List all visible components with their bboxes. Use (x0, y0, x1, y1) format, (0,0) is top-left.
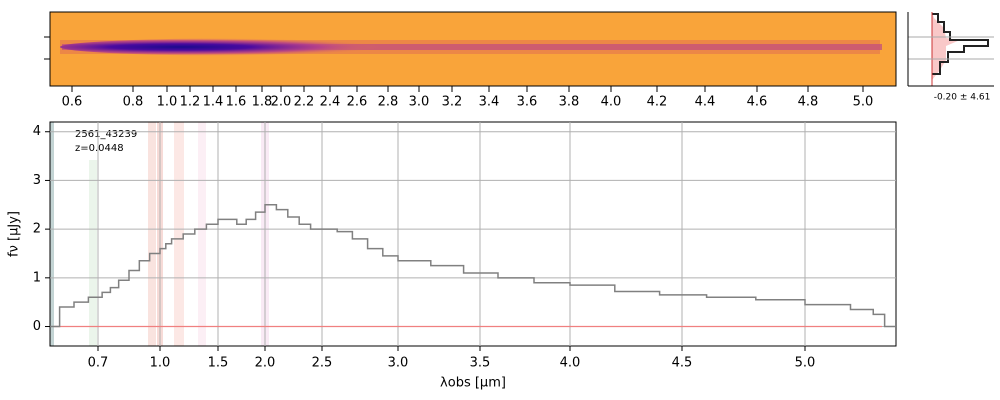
y-axis-label: fν [μJy] (7, 211, 22, 257)
y-tick-label: 2 (33, 222, 41, 237)
x-tick-label: 2.0 (255, 356, 276, 371)
x-tick-label: 3.5 (470, 356, 491, 371)
band (89, 160, 97, 346)
x-tick-label: 2.4 (320, 95, 341, 110)
x-tick-label: 1.0 (150, 356, 171, 371)
x-tick-label: 5.0 (795, 356, 816, 371)
x-tick-label: 4.4 (695, 95, 716, 110)
heatmap-core (62, 44, 882, 50)
x-tick-label: 3.2 (442, 95, 463, 110)
x-tick-label: 0.7 (88, 356, 109, 371)
x-tick-label: 1.2 (180, 95, 201, 110)
x-tick-label: 4.8 (798, 95, 819, 110)
x-tick-label: 1.4 (203, 95, 224, 110)
x-tick-label: 3.8 (559, 95, 580, 110)
x-tick-label: 1.0 (157, 95, 178, 110)
x-tick-label: 5.0 (853, 95, 874, 110)
panel-frame (49, 121, 897, 347)
band (50, 122, 54, 346)
x-tick-label: 0.6 (62, 95, 83, 110)
profile-label: -0.20 ± 4.61 (934, 93, 991, 103)
x-tick-label: 3.4 (479, 95, 500, 110)
profile-panel: -0.20 ± 4.61 (907, 12, 994, 103)
panel-frame (49, 11, 897, 87)
x-tick-label: 3.0 (388, 356, 409, 371)
spectrum-line (50, 204, 896, 328)
x-tick-label: 4.6 (747, 95, 768, 110)
band (148, 122, 156, 346)
x-tick-label: 2.8 (378, 95, 399, 110)
x-tick-label: 4.0 (601, 95, 622, 110)
profile-line (932, 13, 989, 75)
x-tick-label: 2.2 (294, 95, 315, 110)
y-tick-label: 4 (33, 124, 41, 139)
x-tick-label: 4.2 (647, 95, 668, 110)
heatmap-peak (60, 38, 460, 56)
x-tick-label: 1.8 (252, 95, 273, 110)
y-tick-label: 3 (33, 173, 41, 188)
x-axis-label: λobs [μm] (440, 376, 506, 391)
x-tick-label: 4.5 (672, 356, 693, 371)
x-tick-label: 2.6 (347, 95, 368, 110)
x-tick-label: 3.0 (409, 95, 430, 110)
x-tick-label: 2.0 (271, 95, 292, 110)
band (174, 122, 184, 346)
annotation: 2561_43239 (75, 129, 137, 140)
x-tick-label: 0.8 (123, 95, 144, 110)
x-tick-label: 1.5 (208, 356, 229, 371)
band (198, 122, 206, 346)
x-tick-label: 1.6 (226, 95, 247, 110)
x-tick-label: 2.5 (312, 356, 333, 371)
y-tick-label: 0 (33, 319, 41, 334)
profile-fill (932, 12, 960, 80)
y-tick-label: 1 (33, 270, 41, 285)
annotation: z=0.0448 (75, 143, 124, 154)
spectrum-2d (44, 11, 897, 87)
x-tick-label: 3.6 (517, 95, 538, 110)
x-tick-label: 4.0 (560, 356, 581, 371)
